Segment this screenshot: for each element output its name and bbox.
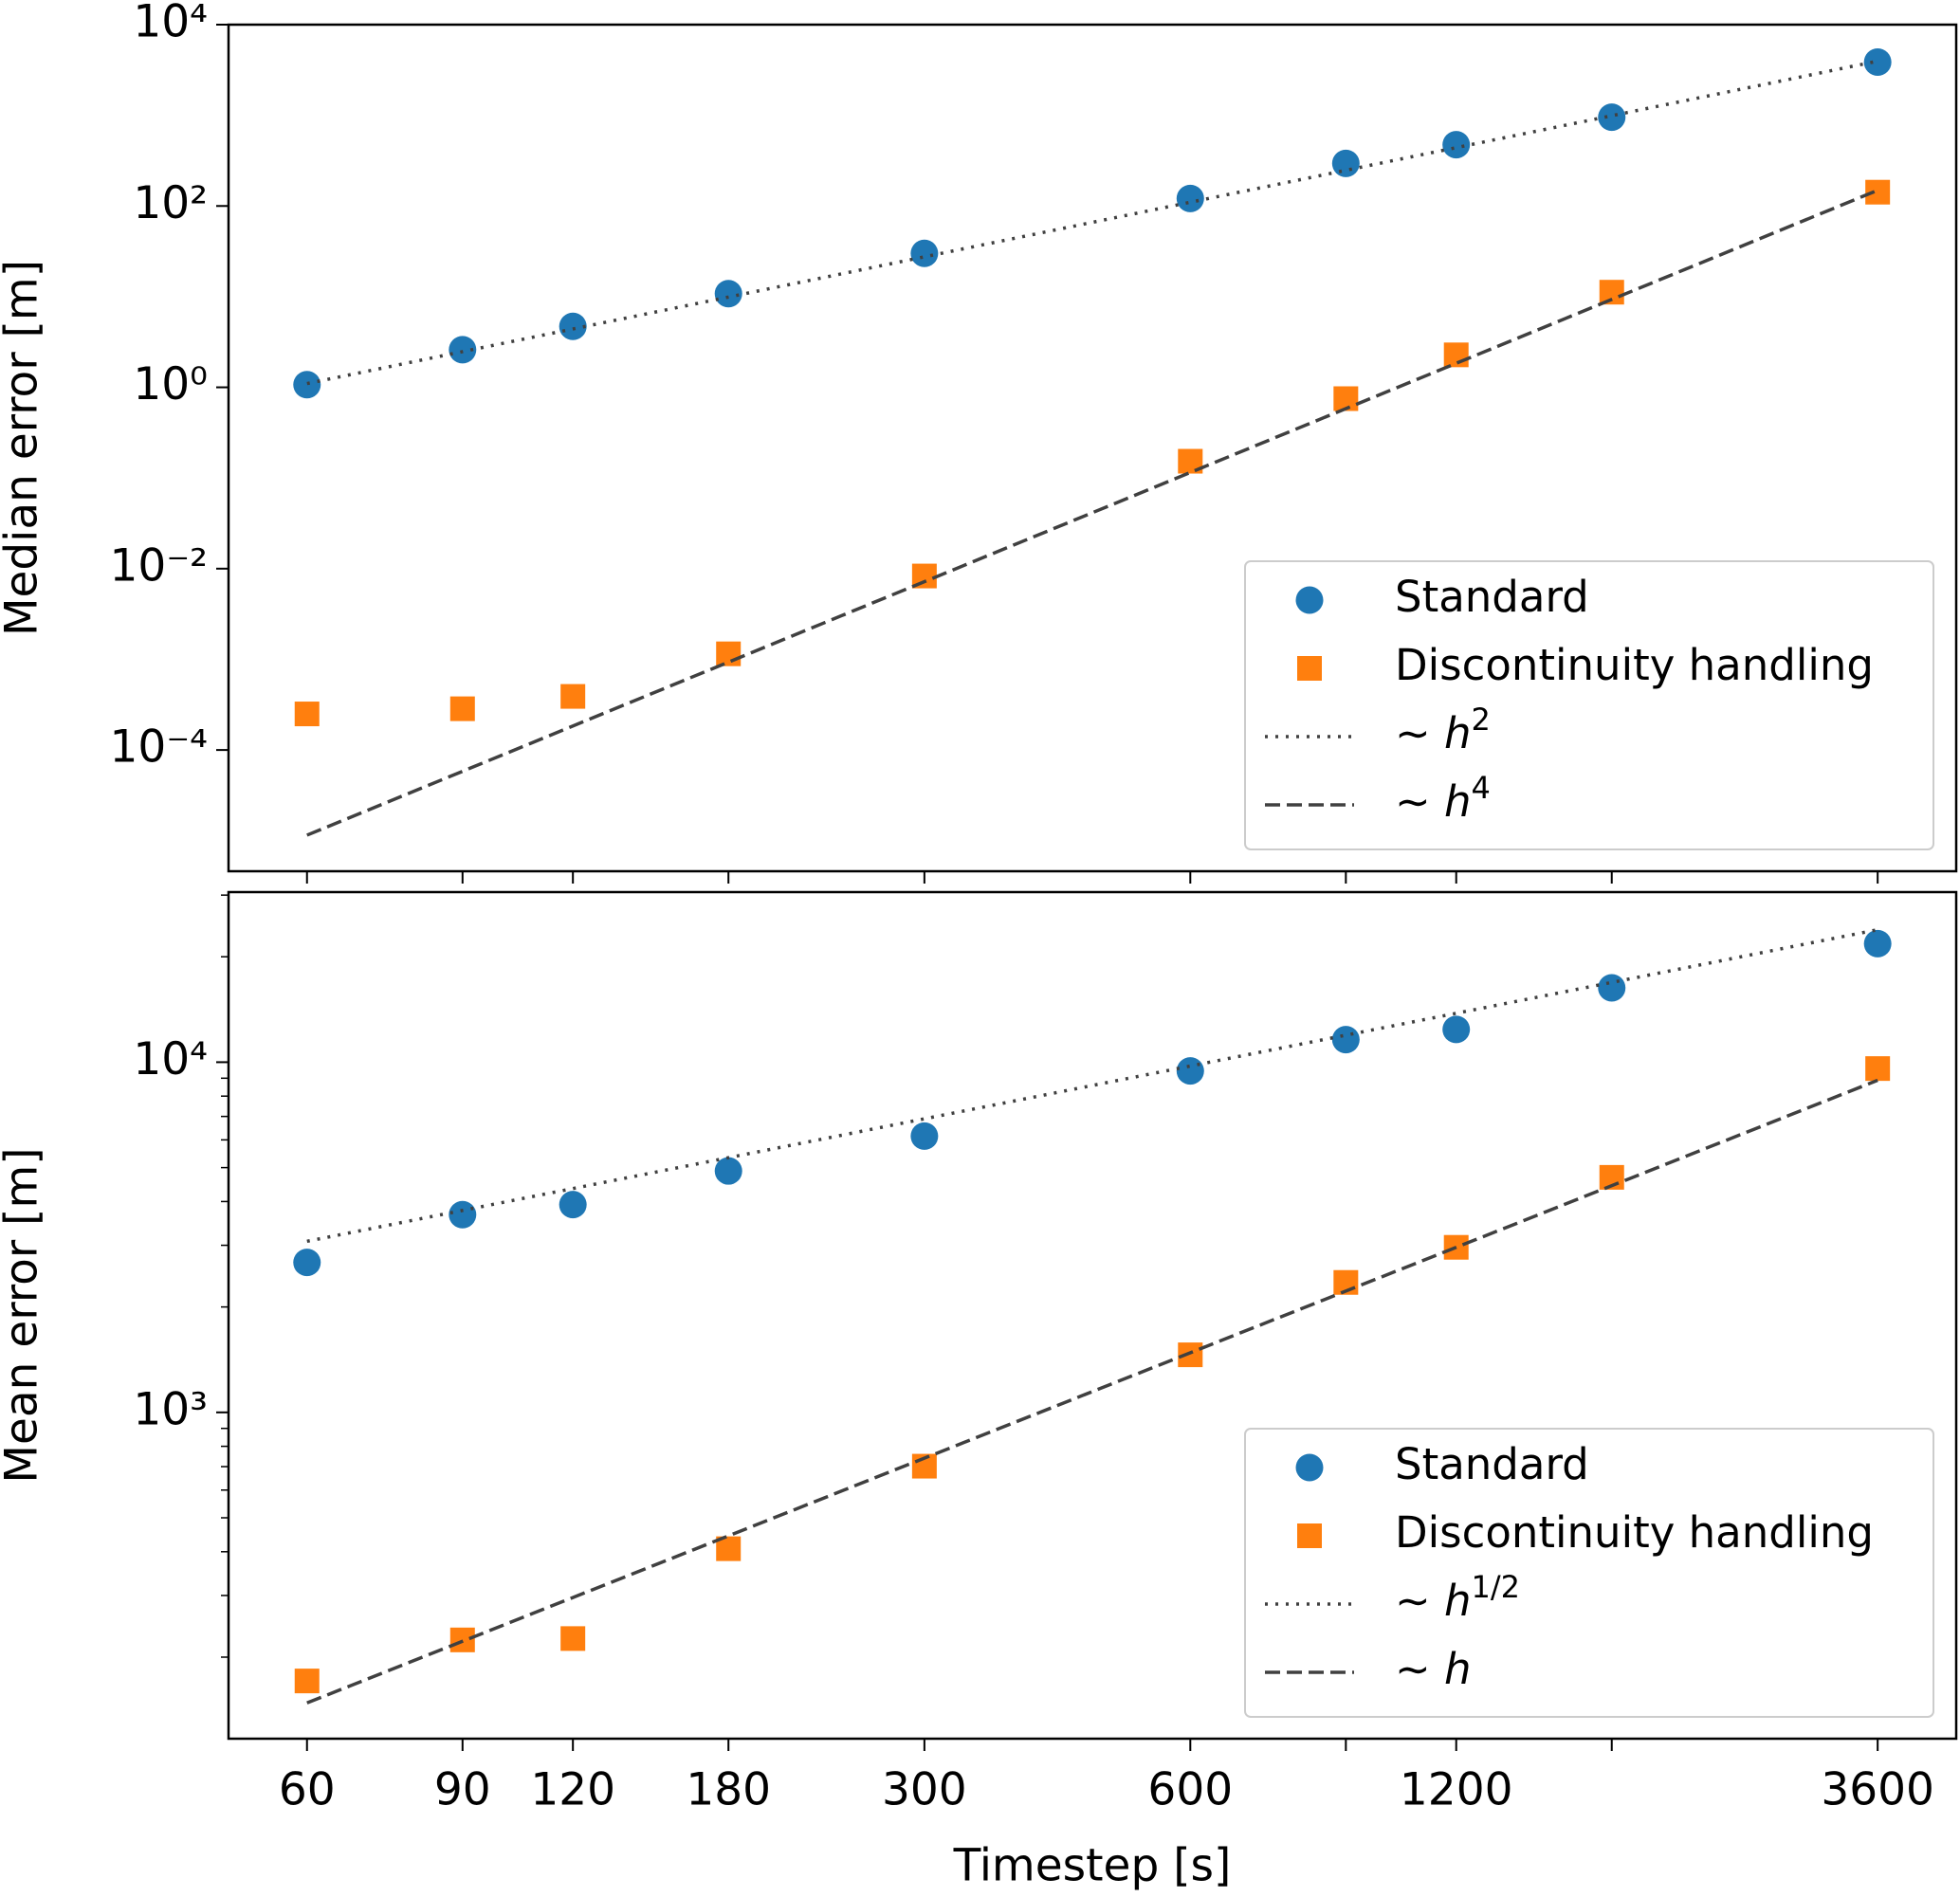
- point: [1176, 1057, 1204, 1085]
- y-axis-label: Mean error [m]: [0, 1147, 48, 1483]
- point: [293, 371, 321, 399]
- legend-label: ∼ h2: [1395, 702, 1491, 758]
- y-tick-label: 10³: [133, 1383, 208, 1435]
- legend-label: ∼ h: [1395, 1644, 1472, 1694]
- legend-label: Discontinuity handling: [1395, 1507, 1874, 1558]
- legend-text: Discontinuity handling: [1395, 640, 1874, 690]
- legend-text: ∼ h: [1395, 708, 1472, 758]
- legend-label: Standard: [1395, 572, 1589, 622]
- point: [560, 684, 586, 709]
- legend-text: ∼ h: [1395, 1576, 1472, 1626]
- point: [1598, 103, 1626, 132]
- x-tick-label: 3600: [1821, 1764, 1934, 1816]
- x-tick-label: 180: [686, 1764, 771, 1816]
- point: [1865, 1056, 1891, 1082]
- point: [449, 336, 477, 364]
- reference-line: [306, 927, 1878, 1244]
- legend-marker: [1297, 656, 1322, 681]
- point: [1598, 974, 1626, 1002]
- point: [294, 702, 320, 727]
- point: [294, 1669, 320, 1694]
- x-tick-label: 120: [530, 1764, 615, 1816]
- point: [910, 239, 939, 267]
- legend-label: Standard: [1395, 1439, 1589, 1489]
- legend-text: Discontinuity handling: [1395, 1507, 1874, 1558]
- legend-text: Standard: [1395, 572, 1589, 622]
- point: [716, 641, 742, 666]
- reference-line: [306, 59, 1878, 386]
- legend-exponent: 4: [1472, 770, 1491, 806]
- legend-marker: [1295, 1453, 1324, 1482]
- axes-frame: [227, 890, 1958, 1741]
- point: [910, 1122, 939, 1150]
- legend-text: Standard: [1395, 1439, 1589, 1489]
- y-tick-label: 10²: [133, 177, 208, 229]
- point: [1863, 929, 1892, 958]
- legend-exponent: 1/2: [1472, 1569, 1521, 1605]
- legend-marker: [1295, 586, 1324, 614]
- legend-label: ∼ h4: [1395, 770, 1491, 827]
- point: [560, 1626, 586, 1651]
- point: [714, 1157, 742, 1185]
- x-tick-label: 90: [434, 1764, 491, 1816]
- y-tick-label: 10⁴: [133, 0, 208, 48]
- axes-frame: [227, 23, 1958, 873]
- point: [1443, 342, 1469, 368]
- y-tick-label: 10⁴: [133, 1033, 208, 1085]
- point: [1442, 131, 1471, 159]
- y-tick-label: 10⁻²: [110, 539, 208, 592]
- legend-frame: [1244, 1428, 1934, 1718]
- point: [449, 1200, 477, 1229]
- reference-line: [306, 1078, 1878, 1705]
- point: [1863, 48, 1892, 77]
- legend-marker: [1297, 1523, 1322, 1548]
- legend-label: ∼ h1/2: [1395, 1569, 1520, 1626]
- y-axis-label: Median error [m]: [0, 260, 48, 636]
- point: [449, 696, 475, 721]
- point: [1331, 149, 1360, 177]
- legend-label: Discontinuity handling: [1395, 640, 1874, 690]
- x-tick-label: 1200: [1400, 1764, 1513, 1816]
- point: [559, 1191, 587, 1219]
- point: [1176, 184, 1204, 212]
- y-tick-label: 10⁰: [133, 358, 208, 410]
- legend-text: ∼ h: [1395, 776, 1472, 827]
- y-tick-label: 10⁻⁴: [110, 721, 208, 774]
- point: [1442, 1015, 1471, 1044]
- x-axis-label: Timestep [s]: [953, 1840, 1232, 1892]
- point: [1331, 1026, 1360, 1054]
- x-tick-label: 600: [1147, 1764, 1233, 1816]
- x-tick-label: 60: [279, 1764, 336, 1816]
- legend-exponent: 2: [1472, 702, 1491, 738]
- legend-text: ∼ h: [1395, 1644, 1472, 1694]
- legend-frame: [1244, 560, 1934, 850]
- x-tick-label: 300: [882, 1764, 967, 1816]
- point: [559, 312, 587, 340]
- point: [714, 280, 742, 308]
- point: [293, 1249, 321, 1277]
